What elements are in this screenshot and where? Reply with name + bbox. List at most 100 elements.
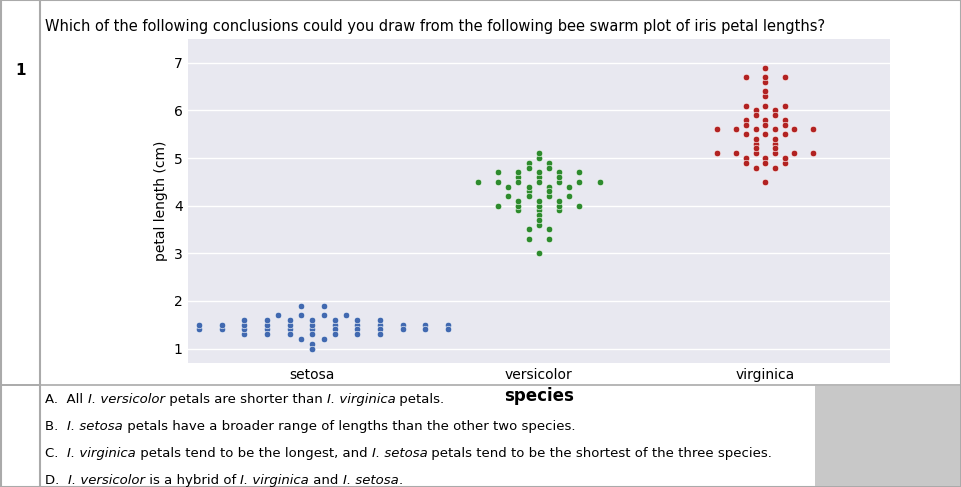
Point [520,187,535,195]
Text: I. versicolor: I. versicolor [68,474,145,487]
Point [440,326,456,334]
Text: A.  All: A. All [45,393,87,407]
X-axis label: species: species [504,387,573,405]
Point [766,135,781,143]
Point [500,192,515,200]
Text: I. virginica: I. virginica [240,474,308,487]
Point [350,326,365,334]
Point [520,225,535,233]
Point [776,73,792,81]
Point [510,169,526,176]
Point [293,335,308,343]
Point [756,121,772,129]
Point [756,116,772,124]
Point [766,140,781,148]
Point [315,302,331,310]
Point [708,126,724,133]
Point [530,211,546,219]
Point [737,121,752,129]
Text: Which of the following conclusions could you draw from the following bee swarm p: Which of the following conclusions could… [45,19,825,34]
Point [327,316,342,324]
Point [372,326,387,334]
Point [776,116,792,124]
Point [766,111,781,119]
Point [395,326,410,334]
Text: petals tend to be the shortest of the three species.: petals tend to be the shortest of the th… [427,447,772,460]
Point [510,202,526,209]
Point [530,150,546,157]
Point [350,316,365,324]
Point [727,150,743,157]
Point [282,321,297,329]
Point [530,173,546,181]
Point [168,326,184,334]
Point [530,249,546,257]
Point [490,178,505,186]
Point [551,178,566,186]
Text: is a hybrid of: is a hybrid of [145,474,240,487]
Point [282,316,297,324]
Text: I. virginica: I. virginica [326,393,395,407]
Point [737,159,752,167]
Text: C.: C. [45,447,67,460]
Point [236,330,252,338]
Point [756,154,772,162]
Point [259,326,274,334]
Point [747,111,762,119]
Point [561,192,577,200]
Point [282,326,297,334]
Point [372,330,387,338]
Point [776,131,792,138]
Point [236,316,252,324]
Point [530,154,546,162]
Point [293,311,308,319]
Point [786,150,801,157]
Point [440,321,456,329]
Point [776,154,792,162]
Point [766,107,781,114]
Text: petals have a broader range of lengths than the other two species.: petals have a broader range of lengths t… [123,420,575,433]
Point [305,316,320,324]
Point [395,321,410,329]
Point [551,197,566,205]
Point [305,330,320,338]
Point [510,197,526,205]
Point [737,116,752,124]
Point [737,131,752,138]
Point [541,225,556,233]
Point [756,78,772,86]
Point [766,126,781,133]
Point [469,178,484,186]
Point [417,326,432,334]
Point [756,73,772,81]
Point [561,183,577,190]
Point [756,88,772,95]
Point [520,183,535,190]
Text: I. virginica: I. virginica [67,447,136,460]
Point [708,150,724,157]
Point [293,302,308,310]
Text: D.: D. [45,474,68,487]
Point [350,330,365,338]
Point [747,126,762,133]
Point [766,145,781,152]
Point [551,173,566,181]
Point [747,145,762,152]
Text: I. setosa: I. setosa [67,420,123,433]
Point [372,316,387,324]
Point [541,187,556,195]
Point [282,330,297,338]
Point [737,102,752,110]
Text: I. versicolor: I. versicolor [87,393,164,407]
Text: petals are shorter than: petals are shorter than [164,393,326,407]
Text: and: and [308,474,342,487]
Point [520,164,535,171]
Point [327,326,342,334]
Point [191,326,207,334]
Point [510,206,526,214]
Point [776,159,792,167]
Point [490,202,505,209]
Point [551,169,566,176]
Point [756,178,772,186]
Point [571,169,586,176]
